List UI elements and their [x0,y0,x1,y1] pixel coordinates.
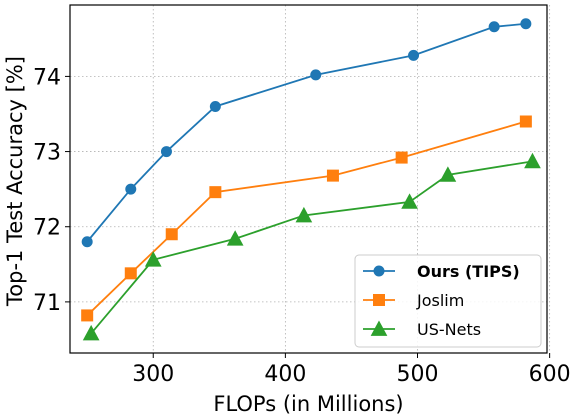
data-point-square [326,169,339,182]
data-point-triangle [82,324,100,341]
y-tick-label: 71 [33,291,61,316]
data-point-triangle [524,152,541,169]
data-point-circle [373,265,385,277]
data-point-circle [160,146,172,158]
axes: 300 400 500 600 71 72 73 74 [33,65,571,387]
series-ours-tips- [81,18,532,248]
x-axis-label: FLOPs (in Millions) [213,392,403,416]
series-joslim [81,115,532,322]
legend-label: Ours (TIPS) [417,262,520,281]
legend-item: Joslim [363,291,464,310]
data-point-triangle [370,320,388,336]
data-point-triangle [226,230,244,246]
y-tick-label: 72 [33,216,61,241]
y-tick-label: 74 [33,65,61,90]
data-point-triangle [401,193,418,209]
legend-item: Ours (TIPS) [363,262,520,281]
data-point-square [395,151,408,164]
data-point-circle [209,100,221,112]
series-us-nets [82,152,541,341]
data-point-square [209,186,222,199]
data-point-square [519,115,532,128]
series-line [86,22,526,243]
plot-frame [69,4,548,354]
data-point-circle [488,21,500,33]
data-point-square [81,309,94,322]
data-point-triangle [144,251,162,267]
x-tick-label: 500 [397,362,439,387]
legend-item: US-Nets [363,320,481,339]
y-tick-label: 73 [33,141,61,166]
data-point-circle [408,49,420,61]
x-tick-label: 300 [132,362,174,387]
data-point-circle [81,236,93,248]
y-axis-label: Top-1 Test Accuracy [%] [3,56,27,307]
data-point-square [165,228,178,241]
data-point-square [124,267,137,280]
data-point-triangle [439,166,457,182]
data-point-square [373,294,385,306]
data-point-circle [520,18,532,30]
data-point-triangle [295,206,313,223]
legend-label: US-Nets [417,320,481,339]
data-point-circle [310,69,322,81]
legend-label: Joslim [416,291,464,310]
legend-box [354,254,542,348]
legend: Ours (TIPS) Joslim US-Nets [354,254,542,348]
data-point-circle [125,183,137,195]
x-tick-label: 400 [264,362,306,387]
series-layer [81,18,541,341]
x-tick-label: 600 [529,362,571,387]
